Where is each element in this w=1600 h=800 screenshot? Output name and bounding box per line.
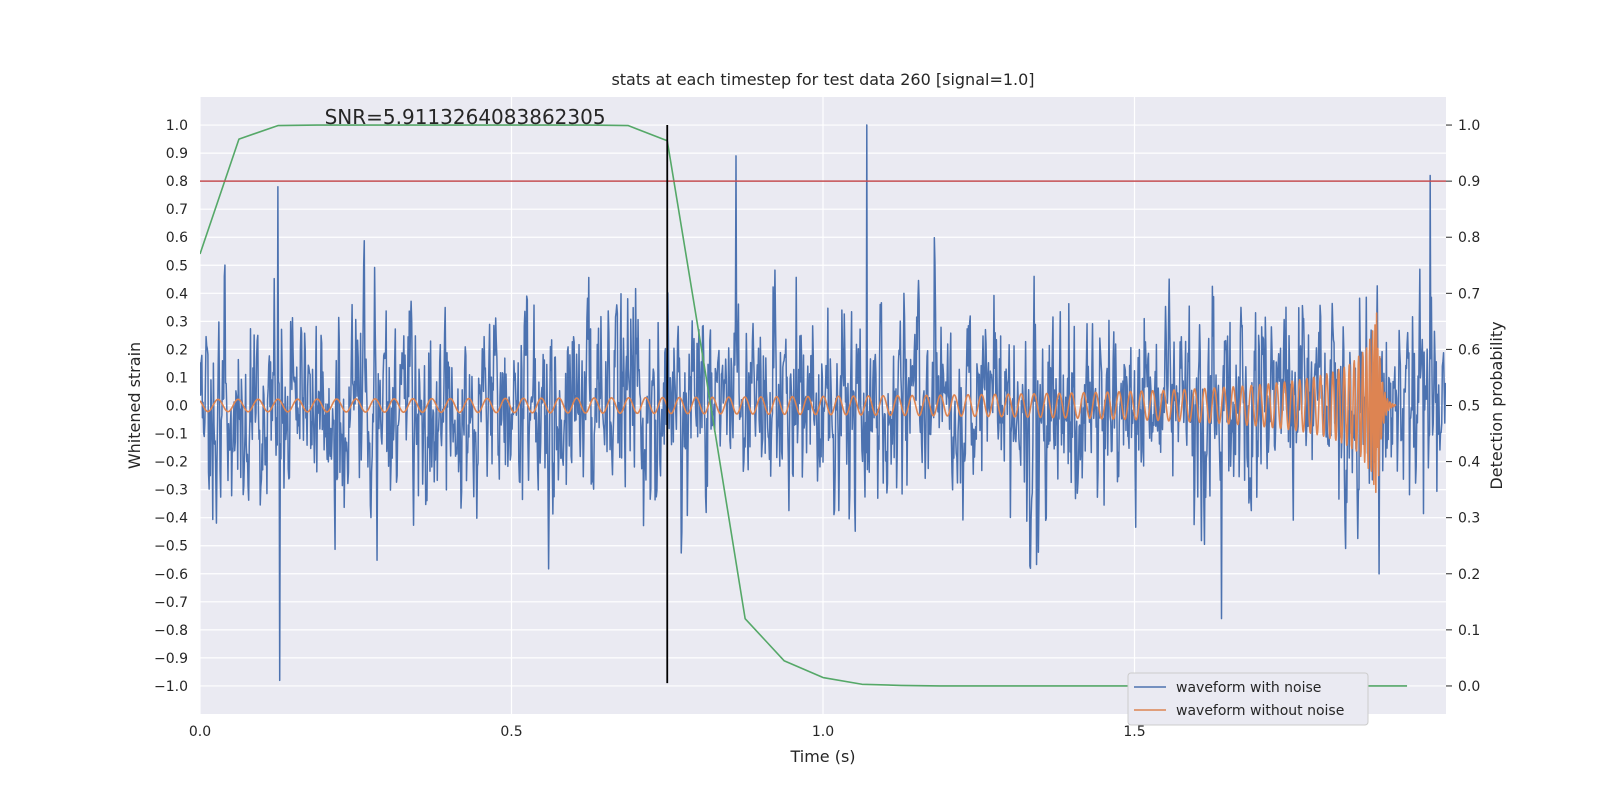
y-axis-ticks: 1.0 0.9 0.8 0.7 0.6 0.5 0.4 0.3 0.2 0.1 0.0 −0.1 −0.…	[154, 118, 188, 695]
legend-label-waveform-without-noise: waveform without noise	[1176, 703, 1344, 719]
y-tick-label: −0.8	[154, 623, 188, 639]
y2-tick-label: 0.4	[1458, 455, 1480, 471]
y-tick-label: −1.0	[154, 679, 188, 695]
y2-tick-label: 0.7	[1458, 286, 1480, 302]
y-tick-label: 0.3	[166, 314, 188, 330]
y2-tick-label: 0.5	[1458, 399, 1480, 415]
y2-tick-label: 0.9	[1458, 174, 1480, 190]
chart-title: stats at each timestep for test data 260…	[611, 70, 1034, 89]
y-tick-label: 0.7	[166, 202, 188, 218]
x-axis-ticks: 0.0 0.5 1.0 1.5	[189, 724, 1146, 740]
y-tick-label: 0.2	[166, 342, 188, 358]
y-tick-label: −0.2	[154, 455, 188, 471]
x-tick-label: 0.0	[189, 724, 211, 740]
y2-tick-label: 0.2	[1458, 567, 1480, 583]
x-axis-label: Time (s)	[789, 747, 855, 766]
snr-annotation: SNR=5.9113264083862305	[325, 105, 606, 129]
x-tick-label: 0.5	[500, 724, 522, 740]
y2-tick-label: 0.6	[1458, 342, 1480, 358]
y2-tick-label: 0.8	[1458, 230, 1480, 246]
y2-tick-label: 0.0	[1458, 679, 1480, 695]
y-tick-label: 0.0	[166, 399, 188, 415]
y-tick-label: −0.4	[154, 511, 188, 527]
y-tick-label: −0.5	[154, 539, 188, 555]
y-tick-label: −0.9	[154, 651, 188, 667]
y-tick-label: 0.8	[166, 174, 188, 190]
y-tick-label: 0.1	[166, 370, 188, 386]
y-tick-label: −0.1	[154, 427, 188, 443]
legend: waveform with noise waveform without noi…	[1127, 672, 1369, 726]
y-tick-label: 0.9	[166, 146, 188, 162]
y2-tick-label: 1.0	[1458, 118, 1480, 134]
x-tick-label: 1.5	[1123, 724, 1145, 740]
y-tick-label: 0.6	[166, 230, 188, 246]
y-axis-label: Whitened strain	[125, 342, 144, 469]
y2-tick-label: 0.3	[1458, 511, 1480, 527]
y-tick-label: −0.3	[154, 483, 188, 499]
y2-axis-ticks: 1.0 0.9 0.8 0.7 0.6 0.5 0.4 0.3 0.2 0.1 0.0	[1446, 118, 1480, 695]
y-tick-label: −0.7	[154, 595, 188, 611]
y-tick-label: 0.5	[166, 258, 188, 274]
y-tick-label: 0.4	[166, 286, 188, 302]
series-line-waveform-without-noise	[200, 312, 1397, 494]
y-tick-label: −0.6	[154, 567, 188, 583]
series-line-waveform-with-noise	[200, 124, 1446, 682]
y2-axis-label: Detection probability	[1487, 321, 1506, 489]
legend-box	[1127, 672, 1369, 726]
y2-tick-label: 0.1	[1458, 623, 1480, 639]
y-tick-label: 1.0	[166, 118, 188, 134]
x-tick-label: 1.0	[812, 724, 834, 740]
legend-label-waveform-with-noise: waveform with noise	[1176, 680, 1321, 696]
